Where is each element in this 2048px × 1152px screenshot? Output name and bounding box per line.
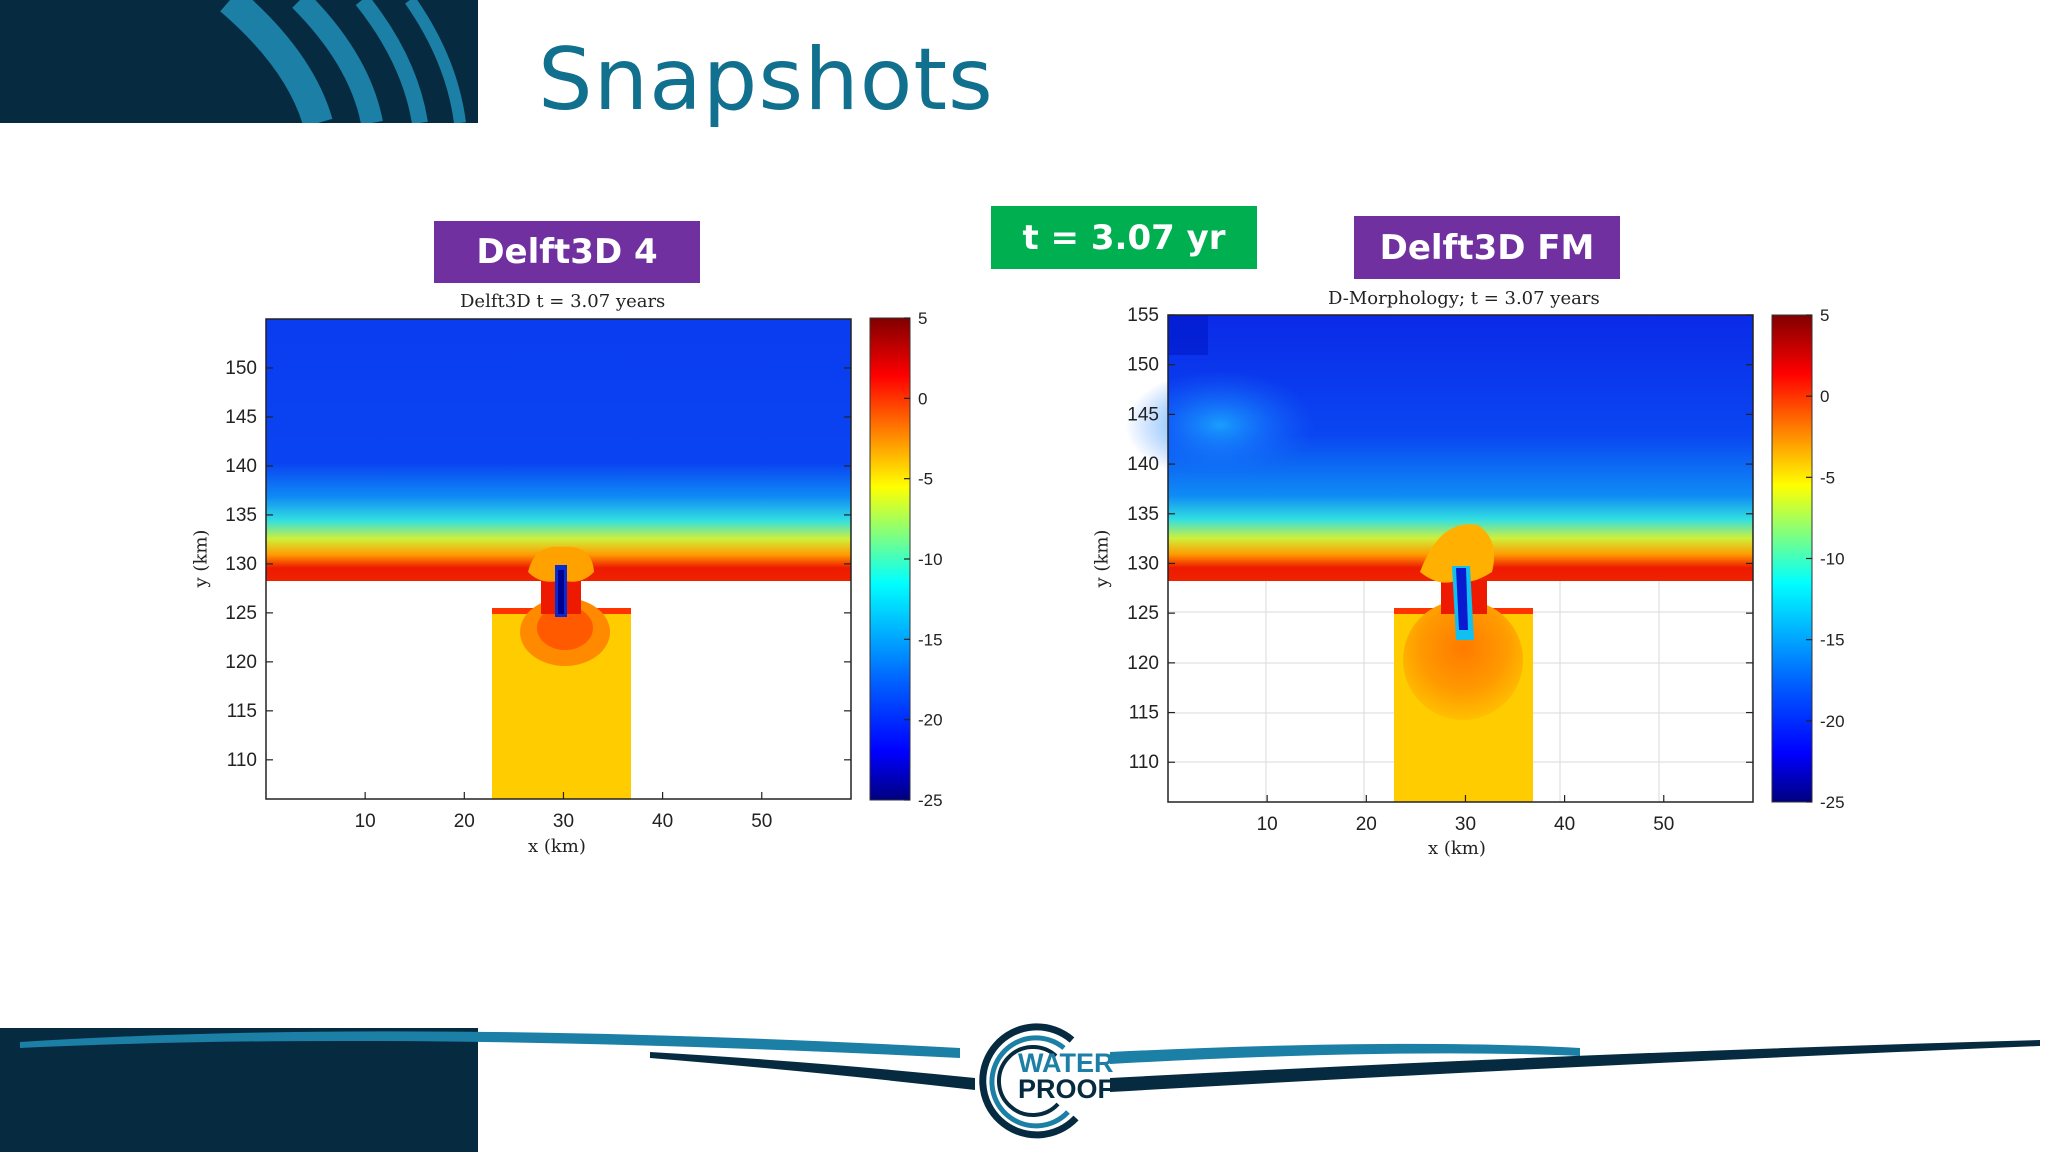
right-ytick-label: 120: [1127, 653, 1159, 674]
right-ytick-label: 115: [1129, 703, 1159, 724]
right-xtick-label: 20: [1356, 814, 1377, 835]
chart-left-heatmap: [266, 319, 851, 799]
left-xtick-label: 50: [751, 811, 772, 832]
model-label-delft3dfm: Delft3D FM: [1354, 216, 1620, 279]
left-xtick-label: 20: [454, 811, 475, 832]
right-ytick-label: 135: [1127, 504, 1159, 525]
left-cb-tick-label: -15: [918, 630, 943, 649]
left-cb-tick-label: -10: [918, 550, 943, 569]
right-xtick-label: 40: [1554, 814, 1575, 835]
left-ytick-label: 135: [225, 505, 257, 526]
right-cb-tick-label: 5: [1820, 306, 1829, 325]
chart-right: 110 115 120 125 130 135 140 145 150 155 10 20 30 40 5…: [1125, 305, 1845, 835]
left-cb-tick-label: 0: [918, 389, 927, 408]
left-cb-tick-label: 5: [918, 309, 927, 328]
header-decor-block: [0, 0, 478, 123]
chart-right-shallow-zone: [1125, 370, 1315, 480]
right-ytick-label: 130: [1127, 553, 1159, 574]
left-ytick-label: 140: [225, 456, 257, 477]
left-ytick-label: 115: [227, 701, 257, 722]
left-cb-tick-label: -5: [918, 470, 933, 489]
time-label: t = 3.07 yr: [991, 206, 1257, 269]
right-ytick-label: 155: [1127, 305, 1159, 326]
left-xtick-label: 30: [553, 811, 574, 832]
chart-left-colorbar: [869, 317, 911, 801]
right-xtick-label: 50: [1653, 814, 1674, 835]
right-cb-tick-label: -10: [1820, 550, 1845, 569]
right-cb-tick-label: 0: [1820, 387, 1829, 406]
right-cb-tick-label: -20: [1820, 712, 1845, 731]
chart-right-yaxis: 110 115 120 125 130 135 140 145 150 155: [1127, 305, 1753, 773]
left-cb-tick-label: -25: [918, 791, 943, 810]
chart-left-xlabel: x (km): [528, 836, 586, 857]
chart-left-basin-field: [266, 319, 851, 581]
chart-left-frame: [265, 318, 852, 800]
left-ytick-label: 150: [225, 358, 257, 379]
right-cb-tick-label: -5: [1820, 468, 1835, 487]
chart-left-xaxis: 10 20 30 40 50: [355, 792, 772, 832]
chart-right-ebb-delta: [1403, 600, 1523, 720]
left-xtick-label: 10: [355, 811, 376, 832]
left-cb-tick-label: -20: [918, 711, 943, 730]
left-ytick-label: 145: [225, 407, 257, 428]
chart-left-colorbar-ticks: 5 0 -5 -10 -15 -20 -25: [904, 309, 943, 810]
chart-right-colorbar: [1771, 314, 1813, 803]
chart-right-colorbar-ticks: 5 0 -5 -10 -15 -20 -25: [1806, 306, 1845, 812]
chart-right-xlabel: x (km): [1428, 838, 1486, 859]
slide-title: Snapshots: [538, 30, 994, 130]
chart-left-title: Delft3D t = 3.07 years: [460, 291, 666, 312]
chart-right-heatmap: [1125, 315, 1753, 802]
right-xtick-label: 30: [1455, 814, 1476, 835]
logo-text-proof: PROOF: [1018, 1074, 1114, 1104]
right-cb-tick-label: -15: [1820, 631, 1845, 650]
right-ytick-label: 110: [1129, 752, 1159, 773]
footer-decor: WATER PROOF: [0, 1023, 2040, 1152]
model-label-delft3d4: Delft3D 4: [434, 221, 700, 283]
chart-left-flood-delta: [528, 546, 594, 582]
right-ytick-label: 150: [1127, 355, 1159, 376]
chart-right-flood-delta: [1420, 524, 1495, 583]
waterproof-logo: WATER PROOF: [976, 1023, 1114, 1139]
chart-left-yaxis: 110 115 120 125 130 135 140 145 150: [225, 358, 851, 771]
right-cb-tick-label: -25: [1820, 793, 1845, 812]
chart-right-frame: [1167, 314, 1754, 803]
right-ytick-label: 125: [1127, 603, 1159, 624]
left-xtick-label: 40: [652, 811, 673, 832]
right-ytick-label: 140: [1127, 454, 1159, 475]
logo-text-water: WATER: [1018, 1048, 1114, 1078]
chart-right-channel: [1456, 568, 1468, 630]
left-ytick-label: 130: [225, 554, 257, 575]
chart-right-title: D-Morphology; t = 3.07 years: [1328, 288, 1600, 309]
left-ytick-label: 125: [225, 603, 257, 624]
right-ytick-label: 145: [1127, 404, 1159, 425]
left-ytick-label: 110: [227, 750, 257, 771]
chart-right-xaxis: 10 20 30 40 50: [1257, 795, 1674, 835]
right-xtick-label: 10: [1257, 814, 1278, 835]
left-ytick-label: 120: [225, 652, 257, 673]
